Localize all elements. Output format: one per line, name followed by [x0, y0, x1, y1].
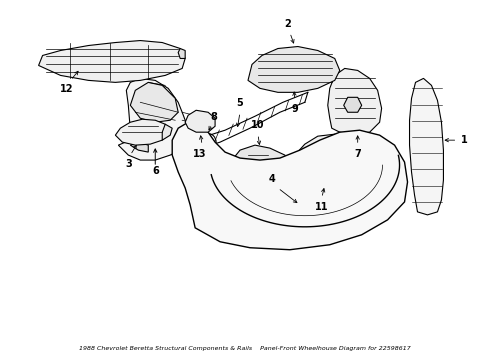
- Text: 4: 4: [269, 174, 275, 184]
- Polygon shape: [178, 49, 185, 58]
- Polygon shape: [115, 119, 168, 145]
- Polygon shape: [172, 122, 408, 250]
- Polygon shape: [185, 110, 215, 132]
- Polygon shape: [248, 46, 340, 92]
- Text: 9: 9: [292, 104, 298, 114]
- Polygon shape: [328, 68, 382, 134]
- Polygon shape: [410, 78, 443, 215]
- Polygon shape: [290, 134, 369, 188]
- Text: 6: 6: [152, 166, 159, 176]
- Text: 7: 7: [354, 149, 361, 159]
- Text: 10: 10: [251, 120, 265, 130]
- Polygon shape: [280, 55, 308, 88]
- Polygon shape: [343, 97, 362, 112]
- Text: 8: 8: [211, 112, 218, 122]
- Text: 5: 5: [237, 98, 244, 108]
- Text: 2: 2: [285, 19, 291, 28]
- Text: 11: 11: [315, 202, 328, 212]
- Text: 1988 Chevrolet Beretta Structural Components & Rails    Panel-Front Wheelhouse D: 1988 Chevrolet Beretta Structural Compon…: [79, 346, 411, 351]
- Text: 13: 13: [194, 149, 207, 159]
- Polygon shape: [119, 78, 188, 160]
- Polygon shape: [39, 41, 185, 82]
- Polygon shape: [130, 82, 178, 122]
- Text: 1: 1: [462, 135, 468, 145]
- Polygon shape: [228, 145, 292, 195]
- Text: 3: 3: [125, 159, 132, 169]
- Text: 12: 12: [60, 84, 74, 94]
- Polygon shape: [162, 124, 172, 140]
- Polygon shape: [130, 142, 148, 152]
